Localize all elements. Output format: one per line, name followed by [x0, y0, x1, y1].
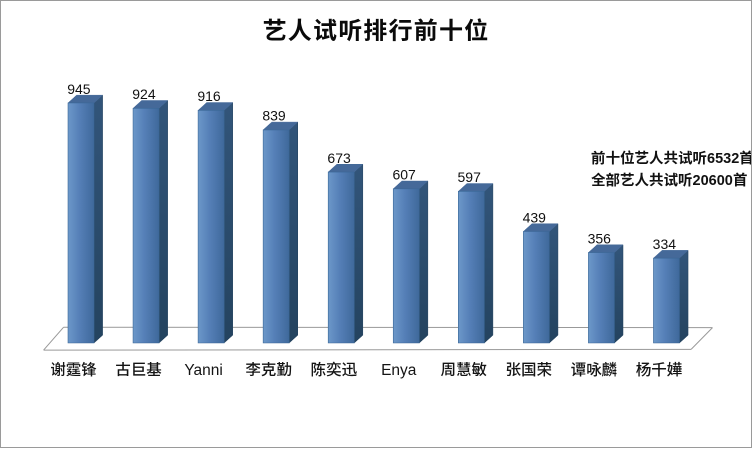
svg-text:Yanni: Yanni — [184, 362, 223, 379]
svg-text:597: 597 — [458, 169, 482, 185]
svg-text:334: 334 — [653, 236, 677, 252]
svg-text:杨千嬅: 杨千嬅 — [636, 361, 683, 379]
svg-text:673: 673 — [327, 150, 351, 166]
svg-text:周慧敏: 周慧敏 — [441, 362, 488, 379]
svg-text:Enya: Enya — [381, 362, 417, 379]
svg-text:古巨基: 古巨基 — [115, 362, 162, 379]
svg-text:839: 839 — [262, 108, 286, 124]
svg-text:945: 945 — [67, 81, 91, 97]
svg-text:924: 924 — [132, 86, 156, 102]
svg-text:607: 607 — [392, 167, 416, 183]
svg-text:陈奕迅: 陈奕迅 — [310, 361, 357, 379]
svg-text:谢霆锋: 谢霆锋 — [50, 361, 97, 379]
svg-text:张国荣: 张国荣 — [506, 362, 553, 379]
svg-text:439: 439 — [523, 209, 547, 225]
svg-text:谭咏麟: 谭咏麟 — [571, 361, 618, 379]
svg-text:356: 356 — [588, 230, 612, 246]
svg-text:李克勤: 李克勤 — [245, 362, 292, 379]
svg-text:916: 916 — [197, 88, 221, 104]
